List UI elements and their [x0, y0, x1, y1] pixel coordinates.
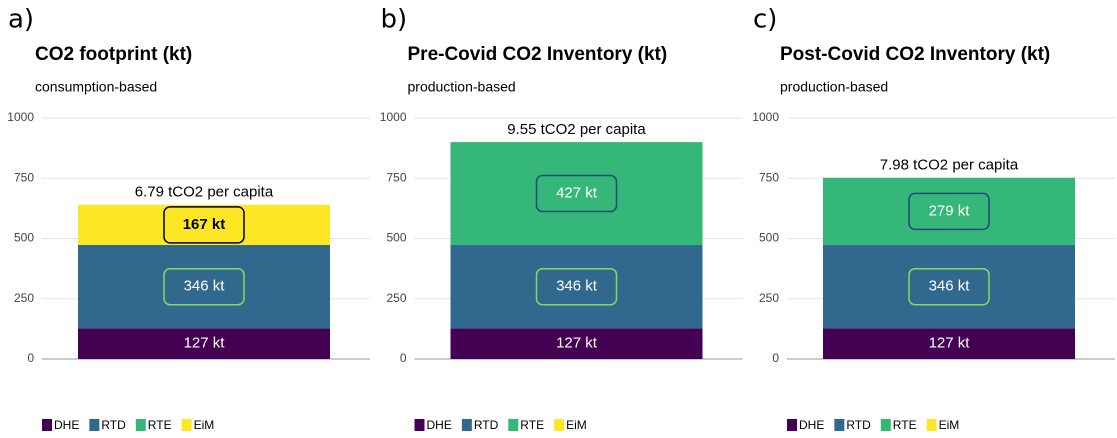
y-tick-label: 750	[386, 170, 406, 184]
bar-segment	[450, 328, 703, 359]
legend-swatch	[89, 419, 100, 431]
chart-title: Pre-Covid CO2 Inventory (kt)	[408, 44, 668, 65]
y-tick-label: 500	[386, 231, 406, 245]
y-tick-label: 0	[27, 351, 34, 365]
legend-label: RTD	[474, 418, 499, 432]
bar-segment	[78, 245, 330, 329]
y-tick-label: 250	[759, 291, 779, 305]
value-label: 127 kt	[929, 335, 971, 352]
y-tick-label: 250	[14, 291, 34, 305]
y-tick-label: 1000	[7, 110, 34, 124]
value-label: 346 kt	[929, 278, 971, 295]
legend-label: DHE	[799, 418, 824, 432]
label-box	[908, 267, 990, 306]
legend-swatch	[42, 419, 52, 431]
value-label: 427 kt	[556, 185, 598, 202]
y-tick-label: 1000	[752, 110, 779, 124]
value-label: 346 kt	[556, 278, 598, 295]
panel-label: c)	[753, 5, 777, 35]
bar-segment	[823, 245, 1075, 329]
legend-swatch	[787, 419, 797, 431]
value-label: 127 kt	[184, 335, 226, 352]
legend-label: RTE	[520, 418, 544, 432]
label-box	[535, 267, 618, 306]
bar-segment	[450, 245, 703, 329]
legend-label: RTD	[846, 418, 871, 432]
label-box	[908, 192, 990, 231]
label-box	[535, 174, 618, 213]
bar-segment	[450, 142, 703, 246]
legend-swatch	[461, 419, 472, 431]
panel-label: b)	[381, 5, 408, 35]
chart-title: CO2 footprint (kt)	[35, 44, 192, 65]
y-tick-label: 500	[759, 231, 779, 245]
legend-label: RTE	[148, 418, 172, 432]
y-tick-label: 1000	[380, 110, 407, 124]
bar-segment	[823, 328, 1075, 359]
annotation: 6.79 tCO2 per capita	[135, 184, 274, 201]
bar-segment	[78, 204, 330, 246]
chart-subtitle: production-based	[780, 79, 888, 95]
annotation: 9.55 tCO2 per capita	[507, 121, 646, 138]
annotation: 7.98 tCO2 per capita	[880, 157, 1019, 174]
value-label: 279 kt	[929, 202, 971, 219]
legend-swatch	[834, 419, 845, 431]
legend-swatch	[508, 419, 519, 431]
chart-subtitle: production-based	[408, 79, 516, 95]
y-tick-label: 750	[14, 170, 34, 184]
panel-label: a)	[8, 5, 34, 35]
y-tick-label: 500	[14, 231, 34, 245]
label-box	[163, 206, 245, 244]
legend-swatch	[181, 419, 192, 431]
legend-swatch	[926, 419, 937, 431]
label-box	[163, 267, 245, 306]
legend-label: DHE	[54, 418, 79, 432]
y-tick-label: 0	[400, 351, 407, 365]
legend-label: EiM	[939, 418, 960, 432]
legend-swatch	[554, 419, 565, 431]
legend-label: DHE	[427, 418, 452, 432]
legend-label: EiM	[566, 418, 587, 432]
chart-title: Post-Covid CO2 Inventory (kt)	[780, 44, 1050, 65]
chart-subtitle: consumption-based	[35, 79, 157, 95]
bar-segment	[823, 177, 1075, 246]
legend-label: EiM	[194, 418, 215, 432]
value-label: 346 kt	[184, 278, 226, 295]
value-label: 167 kt	[183, 216, 226, 233]
y-tick-label: 750	[759, 170, 779, 184]
legend-swatch	[135, 419, 146, 431]
y-tick-label: 0	[772, 351, 779, 365]
y-tick-label: 250	[386, 291, 406, 305]
value-label: 127 kt	[556, 335, 598, 352]
legend-swatch	[880, 419, 891, 431]
legend-label: RTE	[893, 418, 917, 432]
legend-label: RTD	[101, 418, 126, 432]
bar-segment	[78, 328, 330, 359]
legend-swatch	[414, 419, 425, 431]
